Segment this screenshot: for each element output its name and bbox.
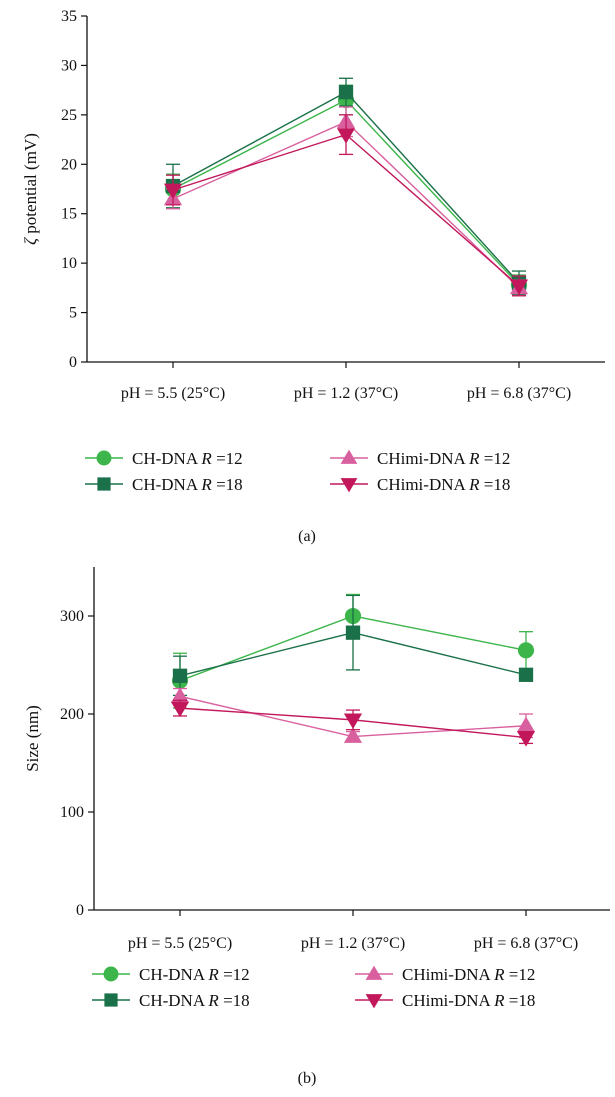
data-point <box>172 668 188 683</box>
series-triangle-down <box>163 114 529 297</box>
y-axis-title-text: potential (mV) <box>21 133 40 238</box>
legend-label-suffix: =12 <box>212 449 243 468</box>
legend-label-prefix: CH-DNA <box>132 449 201 468</box>
data-point <box>338 84 354 100</box>
legend-label-suffix: =12 <box>479 449 510 468</box>
data-point <box>170 687 190 703</box>
legend-marker <box>365 994 383 1009</box>
legend-label-var: R <box>207 991 219 1010</box>
x-tick-label: pH = 6.8 (37°C) <box>474 935 578 952</box>
x-tick-label: pH = 1.2 (37°C) <box>294 385 398 402</box>
data-point <box>509 279 529 295</box>
legend-item: CH-DNA R =18 <box>92 991 250 1010</box>
data-point <box>343 713 363 729</box>
data-point <box>345 625 361 640</box>
legend-label-prefix: CH-DNA <box>139 991 208 1010</box>
y-tick-label: 0 <box>76 902 84 919</box>
legend-item: CH-DNA R =12 <box>85 449 243 468</box>
legend-label-suffix: =12 <box>504 965 535 984</box>
series-square <box>172 594 534 697</box>
legend-label-var: R <box>200 475 212 494</box>
panel-label: (a) <box>298 528 316 545</box>
legend-label-prefix: CHimi-DNA <box>402 965 494 984</box>
data-point <box>518 667 534 682</box>
y-axis-title-symbol: ζ <box>21 237 40 245</box>
legend-marker <box>97 477 111 491</box>
legend-label-prefix: CHimi-DNA <box>377 475 469 494</box>
legend-label-suffix: =18 <box>212 475 243 494</box>
legend-marker <box>340 449 358 464</box>
legend-label-var: R <box>468 449 480 468</box>
legend-label: CHimi-DNA R =18 <box>402 991 535 1010</box>
series-triangle-down <box>170 699 536 747</box>
legend-marker <box>103 966 119 982</box>
x-tick-label: pH = 5.5 (25°C) <box>128 935 232 952</box>
legend-label-prefix: CHimi-DNA <box>402 991 494 1010</box>
y-tick-label: 5 <box>69 305 77 322</box>
legend-label: CHimi-DNA R =12 <box>377 449 510 468</box>
legend-label-suffix: =12 <box>219 965 250 984</box>
y-tick-label: 30 <box>61 57 77 74</box>
legend-label: CHimi-DNA R =12 <box>402 965 535 984</box>
data-point <box>163 183 183 200</box>
legend-label: CH-DNA R =12 <box>132 449 243 468</box>
legend-label-prefix: CH-DNA <box>132 475 201 494</box>
legend-label-var: R <box>207 965 219 984</box>
legend-label-var: R <box>493 965 505 984</box>
legend-item: CHimi-DNA R =18 <box>330 475 510 494</box>
legend-label-suffix: =18 <box>219 991 250 1010</box>
legend-item: CH-DNA R =18 <box>85 475 243 494</box>
y-tick-label: 10 <box>61 255 77 272</box>
legend-label-prefix: CH-DNA <box>139 965 208 984</box>
legend-item: CH-DNA R =12 <box>92 965 250 984</box>
y-tick-label: 35 <box>61 8 77 25</box>
legend-label-var: R <box>468 475 480 494</box>
x-tick-label: pH = 5.5 (25°C) <box>121 385 225 402</box>
data-point <box>516 731 536 747</box>
y-tick-label: 200 <box>60 706 84 723</box>
legend-label-var: R <box>200 449 212 468</box>
legend-item: CHimi-DNA R =12 <box>355 965 535 984</box>
legend-label-suffix: =18 <box>504 991 535 1010</box>
panel-label: (b) <box>298 1070 317 1087</box>
legend-marker <box>365 965 383 980</box>
data-point <box>170 701 190 718</box>
x-tick-label: pH = 6.8 (37°C) <box>467 385 571 402</box>
x-tick-label: pH = 1.2 (37°C) <box>301 935 405 952</box>
y-axis-title: ζ potential (mV) <box>21 133 40 245</box>
y-tick-label: 15 <box>61 206 77 223</box>
legend-label: CH-DNA R =18 <box>139 991 250 1010</box>
y-tick-label: 20 <box>61 156 77 173</box>
y-tick-label: 25 <box>61 107 77 124</box>
y-tick-label: 100 <box>60 804 84 821</box>
chart-panel-b: 0 100 200 300 pH = 5.5 (25°C) pH = 1.2 (37°C)… <box>23 567 610 1087</box>
chart-panel-a: 0 5 10 15 20 25 30 35 pH = 5.5 (25°C) pH = 1.2 (3… <box>21 8 605 545</box>
data-point <box>517 642 535 659</box>
data-point <box>336 128 356 144</box>
legend-marker <box>104 993 118 1007</box>
legend-label: CH-DNA R =12 <box>139 965 250 984</box>
y-axis-title-text: Size (nm) <box>23 705 42 772</box>
y-axis-title: Size (nm) <box>23 705 42 772</box>
y-tick-label: 0 <box>69 354 77 371</box>
legend-marker <box>96 450 112 466</box>
legend-label-suffix: =18 <box>479 475 510 494</box>
legend-item: CHimi-DNA R =12 <box>330 449 510 468</box>
data-point <box>343 727 363 743</box>
legend-label-var: R <box>493 991 505 1010</box>
legend-label-prefix: CHimi-DNA <box>377 449 469 468</box>
legend-marker <box>340 478 358 493</box>
data-point <box>516 716 536 733</box>
y-tick-label: 300 <box>60 608 84 625</box>
legend-label: CHimi-DNA R =18 <box>377 475 510 494</box>
legend-item: CHimi-DNA R =18 <box>355 991 535 1010</box>
legend-label: CH-DNA R =18 <box>132 475 243 494</box>
